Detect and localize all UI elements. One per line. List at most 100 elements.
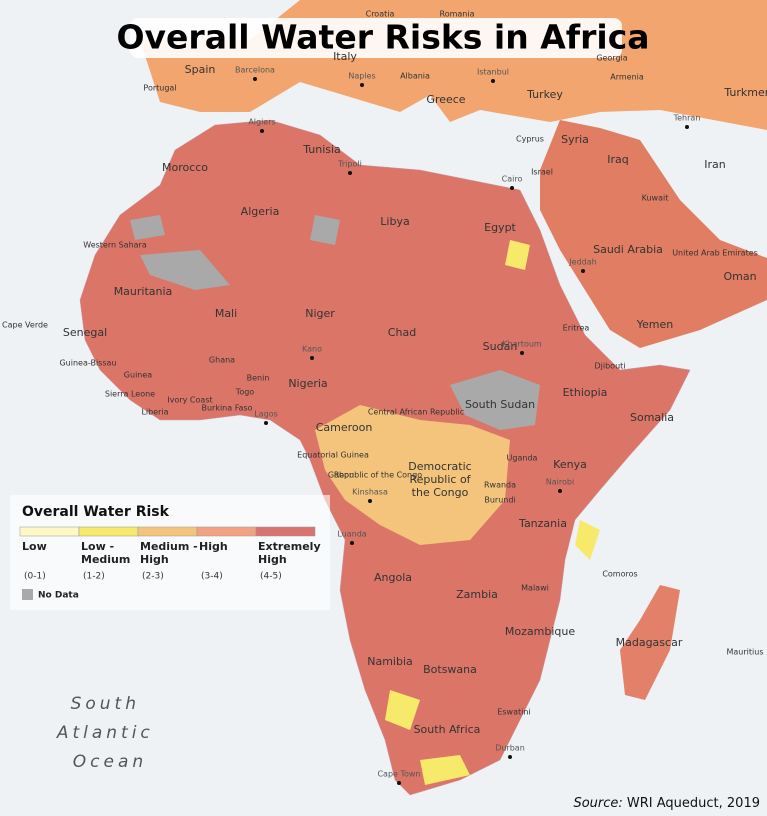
country-label: Djibouti xyxy=(594,362,625,371)
city-dot xyxy=(685,125,689,129)
city-label: Nairobi xyxy=(546,478,574,487)
country-label: Uganda xyxy=(507,454,538,463)
legend-swatch xyxy=(22,589,33,600)
legend-swatch xyxy=(19,526,80,537)
congo-basin xyxy=(315,405,510,545)
country-label: Tanzania xyxy=(518,517,567,530)
city-label: Algiers xyxy=(248,118,275,127)
country-label: Israel xyxy=(531,168,553,177)
city-dot xyxy=(253,77,257,81)
arabia xyxy=(540,120,767,348)
ocean-label: South Atlantic Ocean xyxy=(56,694,163,772)
ocean-line: Atlantic xyxy=(56,723,154,743)
country-label: Central African Republic xyxy=(368,408,464,417)
country-label: Comoros xyxy=(602,570,637,579)
city-dot xyxy=(520,351,524,355)
country-label: South Sudan xyxy=(465,398,535,411)
country-label: Portugal xyxy=(143,84,176,93)
legend-box xyxy=(10,495,330,610)
country-label: Senegal xyxy=(63,326,107,339)
country-label: Nigeria xyxy=(288,377,327,390)
source-text: WRI Aqueduct, 2019 xyxy=(627,796,760,811)
country-label: Liberia xyxy=(141,408,168,417)
legend-label: No Data xyxy=(38,591,79,601)
title: Overall Water Risks in Africa xyxy=(116,18,649,57)
no-data-area xyxy=(450,370,540,430)
country-label-line: Democratic xyxy=(408,460,471,473)
city-dot xyxy=(491,79,495,83)
country-label: Angola xyxy=(374,571,412,584)
city-label: Khartoum xyxy=(502,340,542,349)
ocean-line: Ocean xyxy=(73,752,147,772)
city-dot xyxy=(508,755,512,759)
legend-label: High xyxy=(140,553,169,566)
city-dot xyxy=(264,421,268,425)
city-label: Naples xyxy=(348,72,375,81)
city-label: Tripoli xyxy=(337,160,362,169)
country-label: Croatia xyxy=(366,10,395,19)
country-label: Madagascar xyxy=(616,636,683,649)
country-label: Chad xyxy=(388,326,416,339)
source: Source: WRI Aqueduct, 2019 xyxy=(573,796,760,811)
legend-label: Low xyxy=(22,540,47,553)
country-label: Mauritius xyxy=(727,648,764,657)
country-label: Sierra Leone xyxy=(105,390,155,399)
country-label: Malawi xyxy=(521,584,549,593)
country-label: Cyprus xyxy=(516,135,544,144)
country-label: Gabon xyxy=(328,471,354,480)
country-label: Republic of the Congo xyxy=(334,471,422,480)
country-label: Burundi xyxy=(484,496,515,505)
country-label: Libya xyxy=(380,215,409,228)
country-label: Sudan xyxy=(483,340,518,353)
legend: Low(0-1)Low -Medium(1-2)Medium -High(2-3… xyxy=(19,526,321,601)
country-label: Kenya xyxy=(553,458,587,471)
city-label: Kano xyxy=(302,345,322,354)
city-label: Barcelona xyxy=(235,66,275,75)
country-label: Romania xyxy=(440,10,475,19)
city-dot xyxy=(310,356,314,360)
country-label: Egypt xyxy=(484,221,516,234)
country-label-line: Republic of xyxy=(409,473,471,486)
country-label: Somalia xyxy=(630,411,674,424)
country-label: Algeria xyxy=(241,205,280,218)
country-label: Albania xyxy=(400,72,430,81)
country-label: Greece xyxy=(426,93,465,106)
country-label: Spain xyxy=(185,63,216,76)
country-label: Tunisia xyxy=(302,143,341,156)
legend-label: High xyxy=(199,540,228,553)
country-label: Mauritania xyxy=(114,285,173,298)
country-label: Yemen xyxy=(636,318,674,331)
legend-label: High xyxy=(258,553,287,566)
legend-range: (4-5) xyxy=(260,572,282,582)
legend-range: (0-1) xyxy=(24,572,46,582)
country-label: Oman xyxy=(723,270,756,283)
city-label: Istanbul xyxy=(477,68,509,77)
legend-range: (2-3) xyxy=(142,572,164,582)
legend-swatch xyxy=(255,526,316,537)
city-dot xyxy=(348,171,352,175)
labels: Spain Portugal Morocco Algeria Tunisia Libya E… xyxy=(2,10,767,785)
country-label: Democratic Republic of the Congo xyxy=(408,460,471,499)
country-label-line: the Congo xyxy=(412,486,469,499)
legend-swatch xyxy=(78,526,139,537)
legend-swatch xyxy=(196,526,257,537)
city-dot xyxy=(368,499,372,503)
city-dot xyxy=(581,269,585,273)
country-label: Burkina Faso xyxy=(201,404,252,413)
city-label: Jeddah xyxy=(568,258,596,267)
country-label: Syria xyxy=(561,133,589,146)
country-label: Namibia xyxy=(367,655,413,668)
city-label: Cairo xyxy=(502,175,523,184)
city-label: Luanda xyxy=(337,530,366,539)
city-dot xyxy=(558,489,562,493)
legend-title: Overall Water Risk xyxy=(22,504,170,520)
country-label: Georgia xyxy=(596,54,627,63)
legend-label: Low - xyxy=(81,540,114,553)
country-label: Turkey xyxy=(526,88,563,101)
country-label: Guinea xyxy=(124,371,152,380)
city-label: Cape Town xyxy=(377,770,420,779)
legend-label: Medium xyxy=(81,553,130,566)
country-label: Mozambique xyxy=(505,625,575,638)
legend-swatch xyxy=(137,526,198,537)
